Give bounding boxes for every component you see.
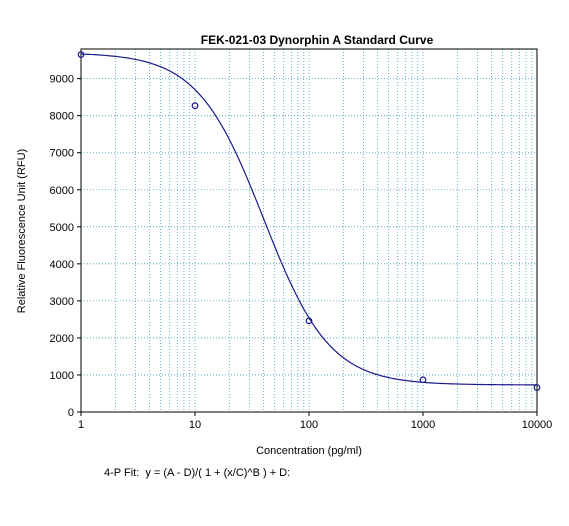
y-tick-label: 2000 xyxy=(50,333,74,345)
y-axis-label: Relative Fluorescence Unit (RFU) xyxy=(16,149,28,313)
x-tick-label: 10000 xyxy=(522,419,553,431)
y-tick-label: 7000 xyxy=(50,148,74,160)
y-tick-label: 4000 xyxy=(50,259,74,271)
y-tick-label: 9000 xyxy=(50,74,74,86)
axis-ticks: 1 10 100 1000 10000 0 1000 2000 3000 4000 5000 6000… xyxy=(50,74,553,431)
data-point xyxy=(77,51,85,58)
x-tick-label: 10 xyxy=(189,419,201,431)
data-point xyxy=(533,384,541,391)
y-tick-label: 0 xyxy=(68,407,74,419)
y-tick-label: 8000 xyxy=(50,111,74,123)
fit-formula-annotation: 4-P Fit: y = (A - D)/( 1 + (x/C)^B ) + D… xyxy=(104,467,291,479)
x-tick-label: 1 xyxy=(78,419,84,431)
data-point xyxy=(419,376,427,384)
y-tick-label: 5000 xyxy=(50,222,74,234)
data-point xyxy=(191,102,199,110)
y-tick-label: 3000 xyxy=(50,296,74,308)
data-points xyxy=(77,51,541,391)
y-tick-label: 6000 xyxy=(50,185,74,197)
data-point xyxy=(305,317,313,325)
grid-lines xyxy=(81,49,537,412)
chart-title: FEK-021-03 Dynorphin A Standard Curve xyxy=(201,33,434,47)
x-tick-label: 1000 xyxy=(411,419,435,431)
x-axis-label: Concentration (pg/ml) xyxy=(256,445,362,457)
x-tick-label: 100 xyxy=(300,419,318,431)
y-tick-label: 1000 xyxy=(50,370,74,382)
